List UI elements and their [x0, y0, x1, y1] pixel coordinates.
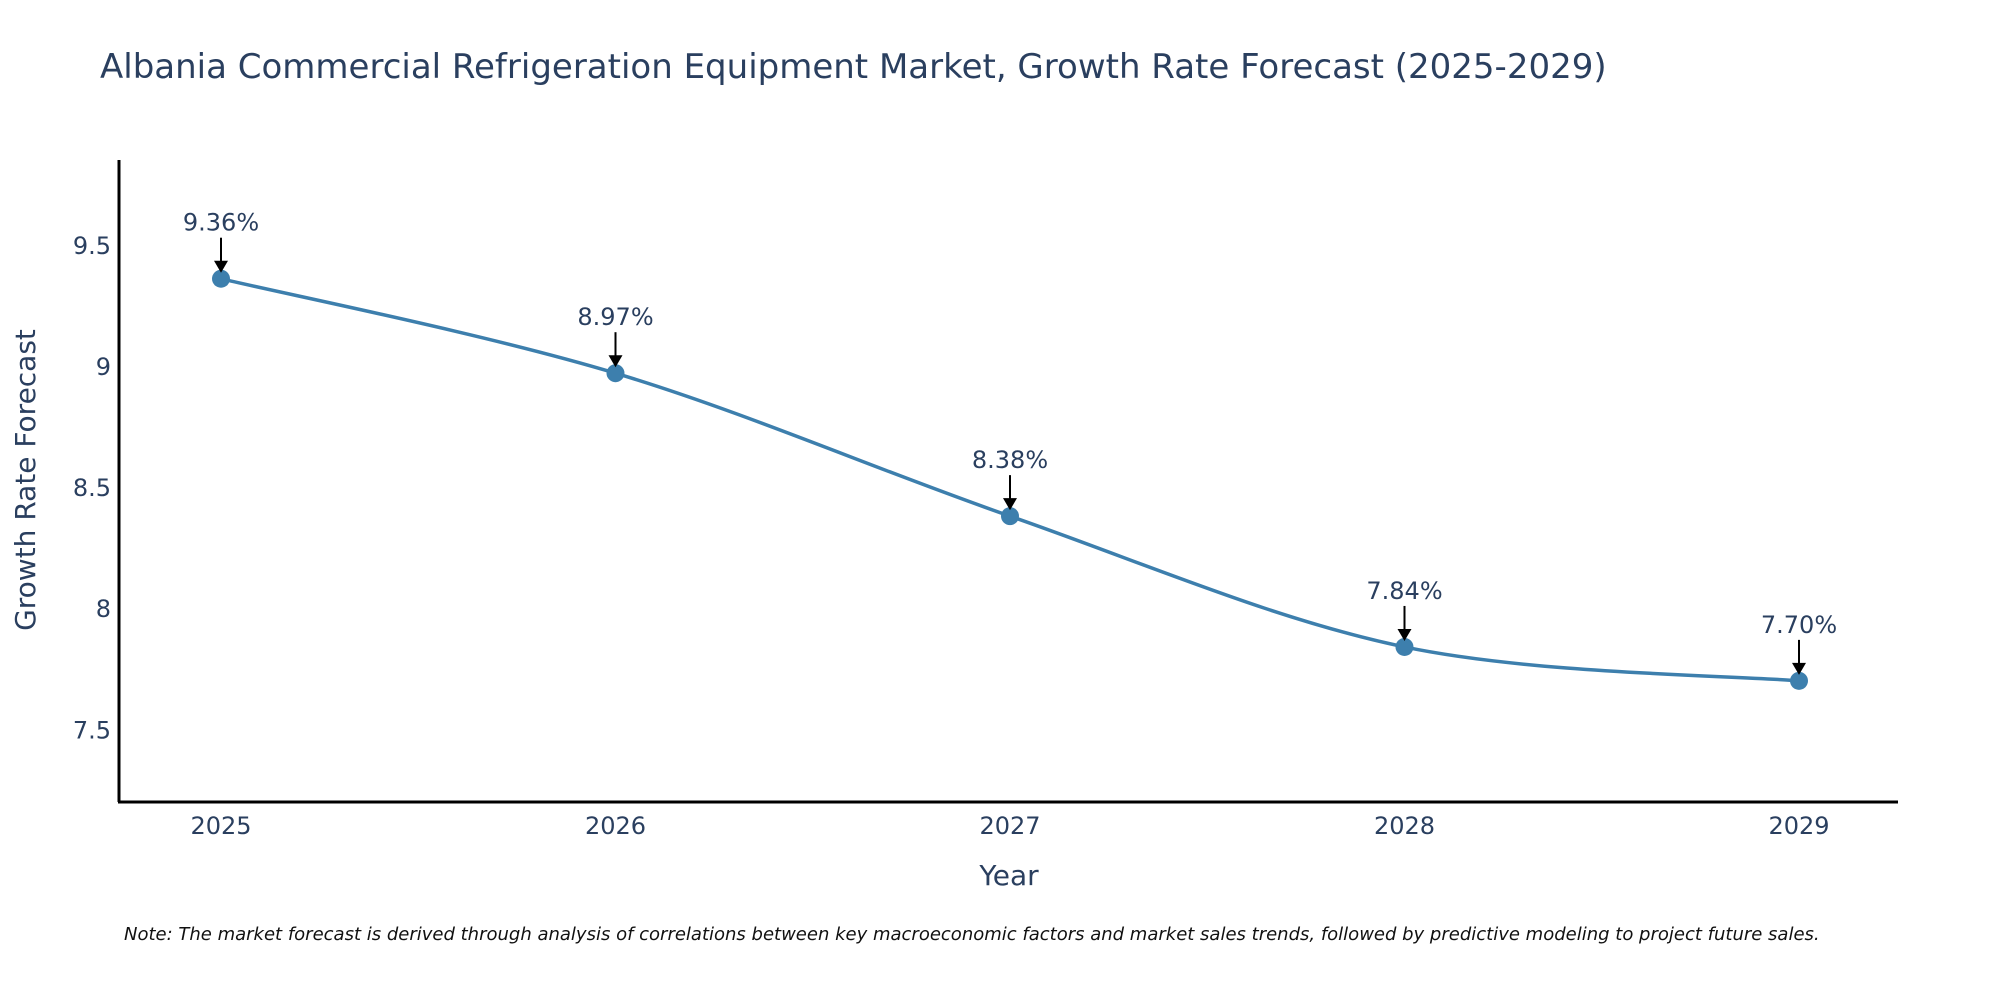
data-point [1395, 637, 1414, 656]
x-tick-label: 2026 [585, 812, 646, 840]
chart-title: Albania Commercial Refrigeration Equipme… [100, 47, 1607, 87]
x-ticks: 2025 2026 2027 2028 2029 [190, 812, 1829, 840]
annotation-arrow-head [214, 260, 228, 273]
y-tick-label: 8.5 [73, 474, 111, 502]
annotation-arrow-head [608, 355, 623, 368]
x-tick-label: 2028 [1374, 812, 1435, 840]
y-tick-label: 9 [96, 353, 111, 381]
x-axis-title: Year [978, 859, 1039, 892]
annotation-arrow-head [1792, 662, 1806, 675]
data-point [606, 364, 625, 383]
data-label: 8.38% [972, 446, 1048, 474]
data-point [212, 269, 230, 288]
y-ticks: 7.5 8 8.5 9 9.5 [73, 232, 111, 745]
data-label: 8.97% [577, 303, 653, 331]
y-tick-label: 8 [96, 595, 111, 623]
y-axis-title: Growth Rate Forecast [9, 329, 42, 631]
annotation-arrow-head [1003, 498, 1017, 511]
chart-note: Note: The market forecast is derived thr… [124, 924, 1820, 945]
y-tick-label: 9.5 [73, 232, 111, 260]
x-tick-label: 2029 [1768, 812, 1829, 840]
data-label: 9.36% [183, 209, 259, 237]
data-point [1790, 671, 1808, 690]
data-label: 7.84% [1366, 577, 1442, 605]
annotations: 9.36% 8.97% 8.38% 7.84% 7.70% [183, 209, 1837, 675]
x-tick-label: 2025 [190, 812, 251, 840]
x-tick-label: 2027 [979, 812, 1040, 840]
annotation-arrow-head [1397, 628, 1412, 641]
y-tick-label: 7.5 [73, 716, 111, 744]
data-point [1001, 507, 1019, 526]
data-label: 7.70% [1761, 611, 1837, 639]
markers [212, 269, 1808, 690]
